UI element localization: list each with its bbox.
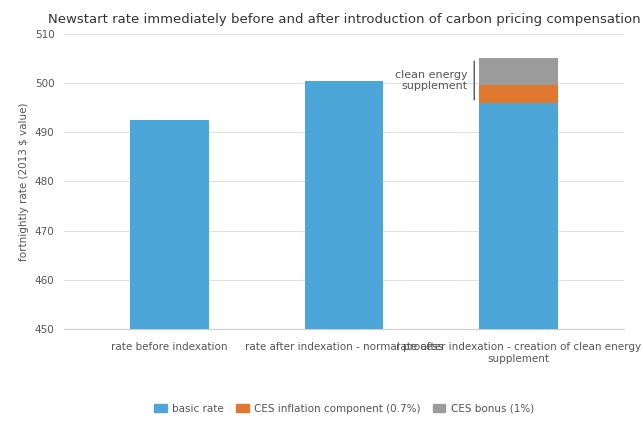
Bar bbox=[130, 120, 208, 329]
Bar bbox=[305, 81, 383, 329]
Title: Newstart rate immediately before and after introduction of carbon pricing compen: Newstart rate immediately before and aft… bbox=[48, 13, 640, 26]
Bar bbox=[480, 58, 558, 85]
Bar bbox=[480, 103, 558, 329]
Legend: basic rate, CES inflation component (0.7%), CES bonus (1%): basic rate, CES inflation component (0.7… bbox=[150, 399, 538, 418]
Y-axis label: fortnightly rate (2013 $ value): fortnightly rate (2013 $ value) bbox=[19, 102, 30, 261]
Text: clean energy
supplement: clean energy supplement bbox=[395, 70, 467, 91]
Bar bbox=[480, 86, 558, 103]
